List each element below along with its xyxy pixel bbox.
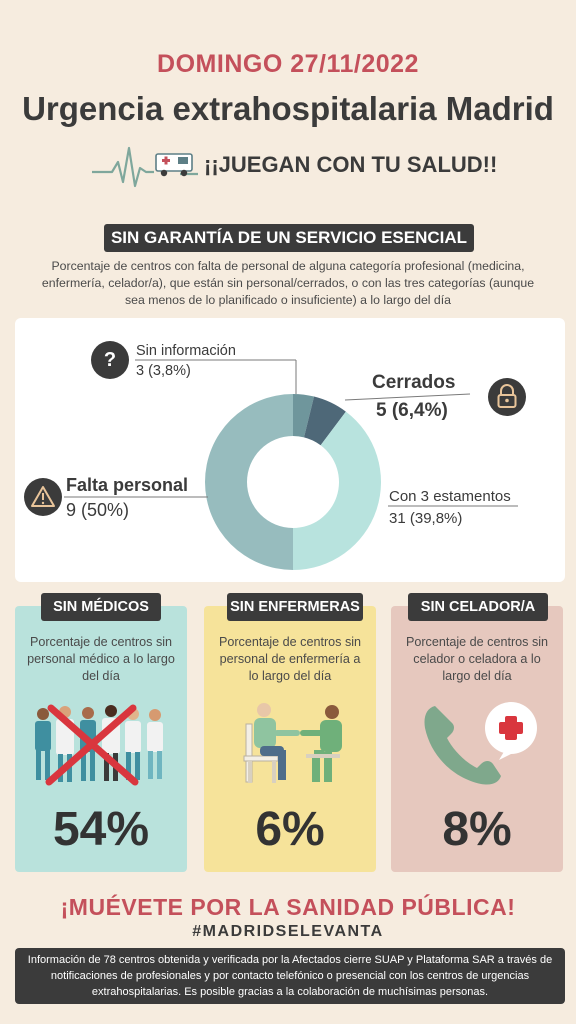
card-description: Porcentaje de centros sin personal de en…	[218, 635, 362, 683]
source-note: Información de 78 centros obtenida y ver…	[15, 948, 565, 1004]
heartbeat-ambulance-icon	[90, 142, 200, 192]
donut-slice-1	[304, 396, 346, 446]
card-sin-medicos: Porcentaje de centros sin personal médic…	[15, 606, 187, 872]
label-falta-personal: Falta personal	[66, 475, 189, 495]
nurse-patient-icon	[243, 703, 342, 783]
card-percent: 8%	[442, 803, 512, 856]
doctors-crossed-icon	[35, 704, 163, 786]
hashtag: #MADRIDSELEVANTA	[192, 923, 384, 940]
card-title-sin-medicos: SIN MÉDICOS	[41, 593, 161, 621]
card-title-sin-celador: SIN CELADOR/A	[408, 593, 548, 621]
warning-icon	[24, 478, 62, 516]
label-con-3-estamentos: Con 3 estamentos	[389, 488, 511, 505]
value-con-3-estamentos: 31 (39,8%)	[389, 510, 463, 527]
card-sin-enfermeras: Porcentaje de centros sin personal de en…	[204, 606, 376, 872]
section-title-pill: SIN GARANTÍA DE UN SERVICIO ESENCIAL	[104, 224, 474, 252]
call-to-action: ¡MUÉVETE POR LA SANIDAD PÚBLICA!	[60, 894, 516, 920]
donut-slice-0	[293, 394, 315, 438]
donut-chart	[205, 394, 381, 570]
card-description: Porcentaje de centros sin celador o cela…	[405, 635, 549, 683]
lock-icon	[488, 378, 526, 416]
label-cerrados: Cerrados	[372, 372, 456, 393]
card-description: Porcentaje de centros sin personal médic…	[27, 635, 175, 683]
card-percent: 6%	[255, 803, 325, 856]
slogan: ¡¡JUEGAN CON TU SALUD!!	[204, 152, 498, 177]
card-percent: 54%	[52, 803, 150, 856]
date-heading: DOMINGO 27/11/2022	[157, 50, 419, 78]
donut-slice-3	[205, 394, 293, 570]
page-title: Urgencia extrahospitalaria Madrid	[22, 90, 554, 127]
question-icon: ?	[91, 341, 129, 379]
card-sin-celador: Porcentaje de centros sin celador o cela…	[391, 606, 563, 872]
donut-slice-2	[293, 411, 381, 570]
value-sin-informacion: 3 (3,8%)	[136, 363, 191, 379]
label-sin-informacion: Sin información	[136, 343, 236, 359]
card-title-sin-enfermeras: SIN ENFERMERAS	[227, 593, 363, 621]
section-intro: Porcentaje de centros con falta de perso…	[41, 259, 535, 307]
value-cerrados: 5 (6,4%)	[376, 400, 448, 421]
phone-medical-icon	[424, 702, 537, 785]
value-falta-personal: 9 (50%)	[66, 500, 130, 520]
